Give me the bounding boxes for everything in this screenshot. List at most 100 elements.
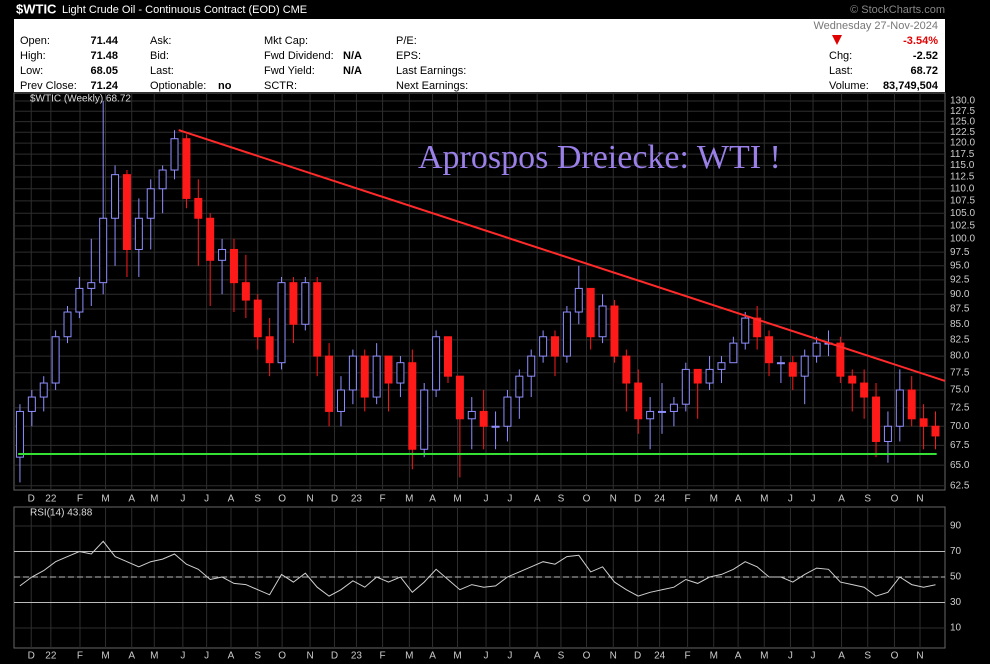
quote-value: 68.72 [910,65,938,77]
quote-label: Fwd Yield: [264,65,315,77]
y-tick-label: 75.0 [950,385,970,396]
y-tick-label: 122.5 [950,127,975,138]
quote-panel [14,19,945,92]
price-frame [13,92,946,491]
candle-body [348,355,357,391]
description: Light Crude Oil - Continuous Contract (E… [62,4,307,16]
x-tick-label: N [916,651,923,662]
x-tick-label: J [507,651,512,662]
x-tick-label: D [28,651,35,662]
quote-label: Optionable: [150,80,206,92]
x-tick-label: A [735,651,742,662]
candle-body [669,403,678,412]
quote-label: Ask: [150,35,171,47]
candle-body [515,375,524,398]
x-tick-label: J [484,651,489,662]
x-tick-label: S [864,494,871,505]
x-tick-label: O [583,494,591,505]
candle-body [325,355,334,412]
x-tick-label: F [77,494,83,505]
candle-body [741,317,750,344]
quote-label: Mkt Cap: [264,35,308,47]
x-tick-label: J [507,494,512,505]
y-tick-label: 65.0 [950,460,970,471]
quote-label: Volume: [829,80,869,92]
candle-body [729,342,738,364]
annotation: Aprospos Dreiecke: WTI ! [418,139,781,176]
quote-value: no [218,80,232,92]
candle-body [146,188,155,219]
candle-body [182,138,191,199]
y-tick-label: 115.0 [950,160,975,171]
candle-body [158,169,167,190]
candle-body [753,317,762,338]
candle-body [848,375,857,384]
y-tick-label: 102.5 [950,221,975,232]
quote-label: SCTR: [264,80,297,92]
candle-body [39,382,48,398]
candle-body [788,362,797,377]
candle-body [170,138,179,171]
candle-body [289,282,298,325]
x-tick-label: F [685,494,691,505]
x-tick-label: M [405,651,413,662]
y-tick-label: 95.0 [950,260,970,271]
x-tick-label: J [788,494,793,505]
candle-body [610,305,619,357]
y-tick-label: 67.5 [950,440,970,451]
y-tick-label: 125.0 [950,116,975,127]
candle-body [872,396,881,442]
candle-body [765,336,774,364]
candle-body [467,410,476,420]
x-tick-label: A [838,494,845,505]
y-tick-label: 70 [950,546,962,557]
candle-body [860,382,869,398]
y-tick-label: 50 [950,572,962,583]
candle-body [883,425,892,442]
trend-line [178,129,946,382]
quote-label: Next Earnings: [396,80,468,92]
x-tick-label: 23 [351,651,363,662]
x-tick-label: D [634,651,641,662]
x-tick-label: A [429,494,436,505]
x-tick-label: S [558,494,565,505]
y-tick-label: 62.5 [950,480,970,491]
x-tick-label: O [278,651,286,662]
candle-body [277,282,286,364]
y-tick-label: 130.0 [950,96,975,107]
quote-label: Last: [829,65,853,77]
candle-body [194,197,203,219]
quote-label: Last: [150,65,174,77]
x-tick-label: M [710,651,718,662]
candle-body [301,282,310,325]
candle-body [800,355,809,377]
candle-body [408,362,417,450]
x-tick-label: S [864,651,871,662]
y-tick-label: 117.5 [950,149,975,160]
candle-body [586,287,595,338]
x-tick-label: M [710,494,718,505]
candle-body [372,355,381,398]
candle-body [562,311,571,357]
quote-label: High: [20,50,46,62]
candle-body [313,282,322,357]
quote-label: Prev Close: [20,80,77,92]
x-tick-label: N [610,651,617,662]
quote-value: N/A [343,65,362,77]
x-tick-label: 24 [654,494,666,505]
candle-body [87,282,96,289]
candle-body [218,248,227,261]
rsi-frame [13,506,946,649]
candle-body [598,305,607,338]
x-tick-label: 24 [654,651,666,662]
x-tick-label: A [228,651,235,662]
change-pct: -3.54% [903,35,938,47]
x-tick-label: A [128,494,135,505]
candle-body [360,355,369,398]
candle-body [455,375,464,420]
x-tick-label: J [788,651,793,662]
x-tick-label: J [180,494,185,505]
x-tick-label: O [891,494,899,505]
x-tick-label: M [760,494,768,505]
